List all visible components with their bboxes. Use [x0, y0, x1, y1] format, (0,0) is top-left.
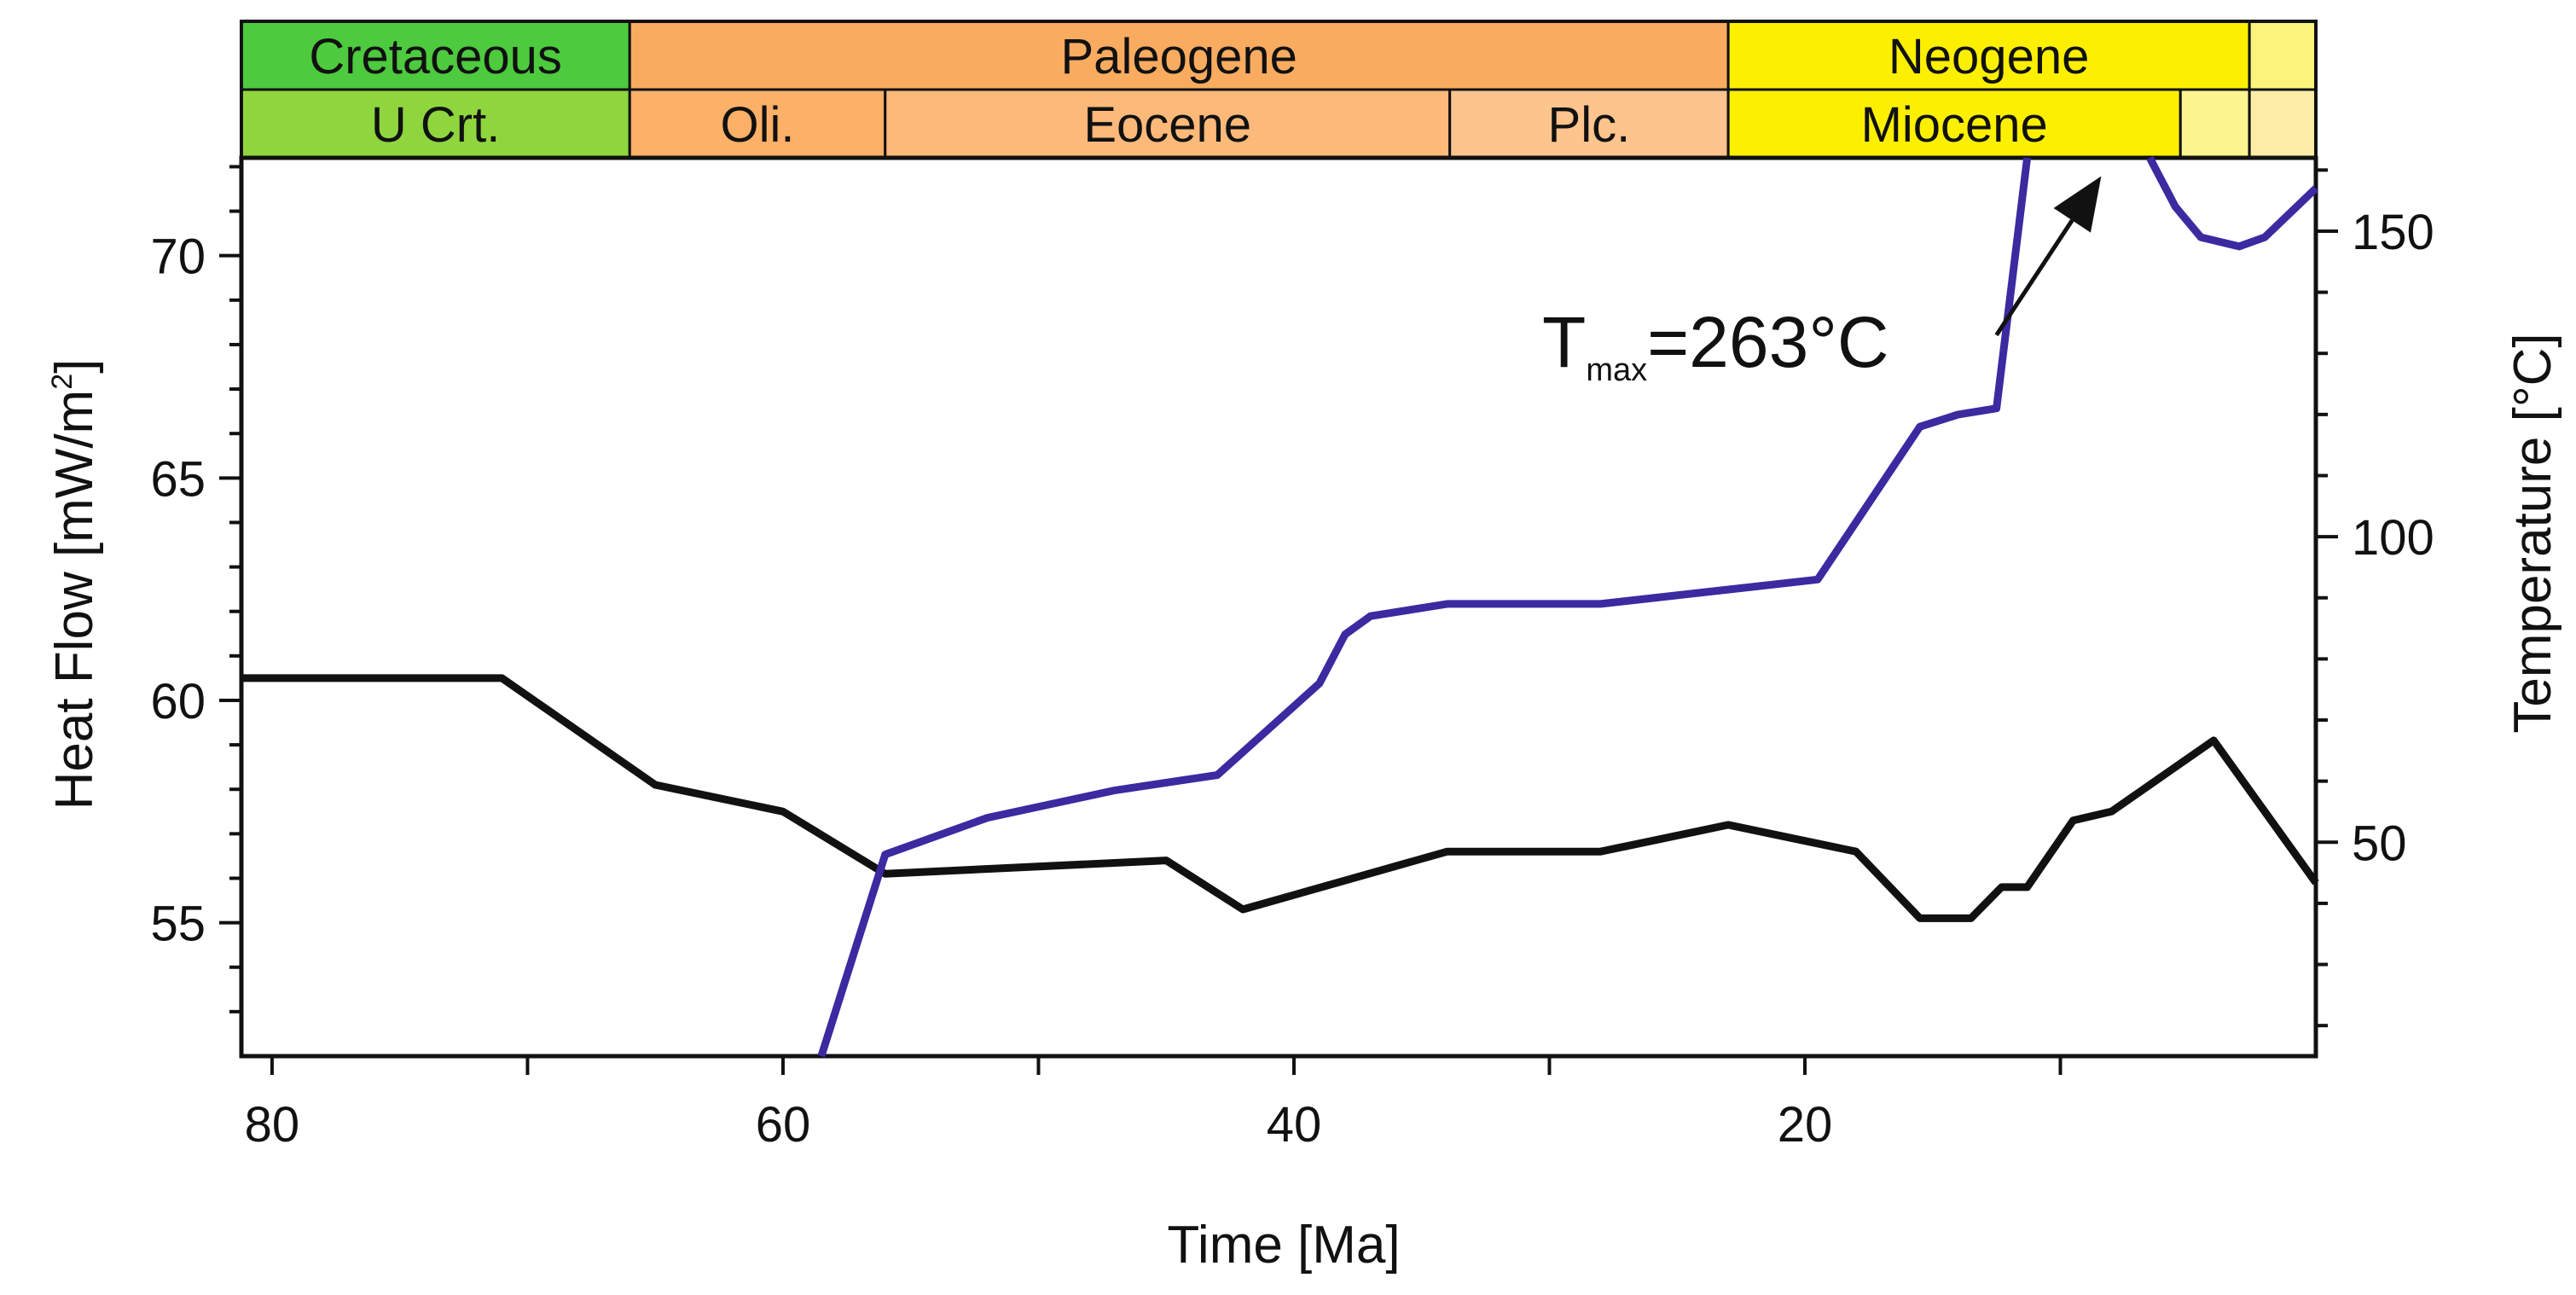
geologic-timescale: Cretaceous Paleogene Neogene U Crt. Oli. Eoce…	[240, 20, 2318, 160]
period-band	[2248, 20, 2318, 91]
period-band	[628, 20, 1730, 91]
y-left-label-end: ]	[45, 359, 104, 374]
epoch-band	[2179, 88, 2251, 160]
tmax-arrow-head	[2053, 176, 2102, 233]
y-right-tick-label: 50	[2352, 816, 2407, 871]
y-axis-left-label: Heat Flow [mW/m2]	[45, 359, 104, 810]
y-axis-right-label: Temperature [°C]	[2503, 333, 2562, 733]
tmax-annotation: Tmax=263°C	[1542, 176, 2102, 388]
outer-border	[240, 20, 2318, 1058]
heat-flow-line	[241, 674, 2319, 922]
y-left-tick-label: 70	[150, 229, 206, 285]
epoch-label: U Crt.	[371, 97, 500, 153]
epoch-band	[2248, 88, 2318, 160]
epoch-band	[1726, 88, 2182, 160]
epoch-band	[884, 88, 1452, 160]
y-left-tick-label: 65	[150, 451, 206, 507]
x-tick-label: 20	[1778, 1097, 1833, 1153]
tmax-label-t: T	[1542, 302, 1586, 382]
tmax-label-sub: max	[1586, 352, 1647, 388]
plot-border	[239, 155, 2318, 1059]
y-left-tick-label: 60	[150, 674, 206, 729]
y-right-tick-label: 150	[2352, 205, 2434, 260]
x-tick-label: 80	[245, 1097, 300, 1153]
temperature-line	[2146, 155, 2319, 251]
x-tick-label: 40	[1267, 1097, 1322, 1153]
period-label: Cretaceous	[309, 29, 562, 84]
data-series	[241, 155, 2319, 1058]
plot-frame	[239, 20, 2318, 1059]
y-left-tick-label: 55	[150, 897, 206, 952]
tmax-label: Tmax=263°C	[1542, 302, 1889, 388]
temperature-line	[817, 157, 2032, 1058]
epoch-label: Plc.	[1548, 97, 1631, 153]
y-left-label-main: Heat Flow [mW/m	[45, 390, 104, 810]
period-label: Neogene	[1888, 29, 2089, 84]
y-left-label-sup: 2	[46, 374, 78, 390]
epoch-label: Oli.	[721, 97, 795, 153]
tmax-arrow-shaft	[1994, 218, 2074, 337]
epoch-label: Miocene	[1861, 97, 2048, 153]
x-axis-label: Time [Ma]	[1167, 1216, 1400, 1275]
y-right-tick-label: 100	[2352, 510, 2434, 566]
x-tick-label: 60	[756, 1097, 811, 1153]
period-label: Paleogene	[1061, 29, 1297, 84]
period-band	[240, 20, 631, 91]
axis-ticks: 80 60 40 20 55 60 65 70 50 100 150	[150, 165, 2434, 1153]
epoch-label: Eocene	[1083, 97, 1251, 153]
tmax-label-value: =263°C	[1647, 302, 1888, 382]
